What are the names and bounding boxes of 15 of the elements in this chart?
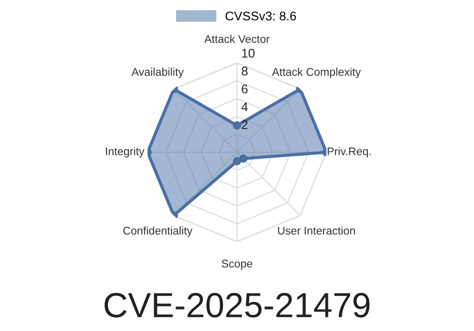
spoke-label: Availability <box>131 68 184 78</box>
text: CVE-2025-21479 <box>104 292 370 318</box>
y-tick-label: 4 <box>241 102 248 112</box>
spoke-label: Attack Vector <box>204 34 270 43</box>
legend-label: CVSSv3: 8.6 <box>226 12 296 20</box>
y-tick-label: 10 <box>242 48 255 58</box>
y-tick-label: 6 <box>242 84 248 94</box>
y-tick-label: 8 <box>242 66 248 76</box>
spoke-label: User Interaction <box>278 226 355 235</box>
spoke-label: Integrity <box>106 147 144 158</box>
spoke-label: Priv.Req. <box>328 147 371 158</box>
spoke-label: Scope <box>222 260 252 270</box>
spoke-label: Attack Complexity <box>272 68 361 78</box>
spoke-label: Confidentiality <box>123 226 192 237</box>
y-tick-label: 2 <box>242 120 248 130</box>
